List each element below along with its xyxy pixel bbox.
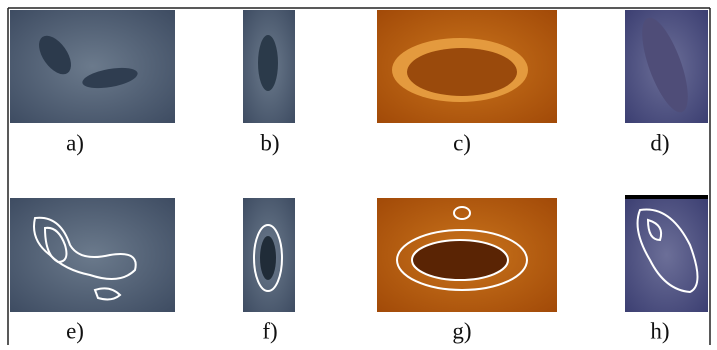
image-c (377, 10, 557, 123)
panel-label: d) (650, 130, 669, 155)
panel-label: f) (262, 318, 277, 343)
image-a (10, 10, 175, 123)
image-e (10, 198, 175, 312)
image-d (625, 10, 708, 123)
image-f (243, 198, 295, 312)
panel-label: e) (66, 318, 84, 343)
panel-label: h) (650, 318, 669, 343)
panel-label: a) (66, 130, 84, 155)
figure: a) b) c) d) e) f) g) h) (0, 0, 717, 350)
image-g (377, 198, 557, 312)
image-h (625, 195, 708, 312)
panel-label: c) (453, 130, 471, 155)
image-b (243, 10, 295, 123)
panel-label: b) (260, 130, 279, 155)
panel-label: g) (452, 318, 471, 343)
page: a)b)c)d)e)f)g)h) (() => { const data = J… (0, 0, 717, 350)
